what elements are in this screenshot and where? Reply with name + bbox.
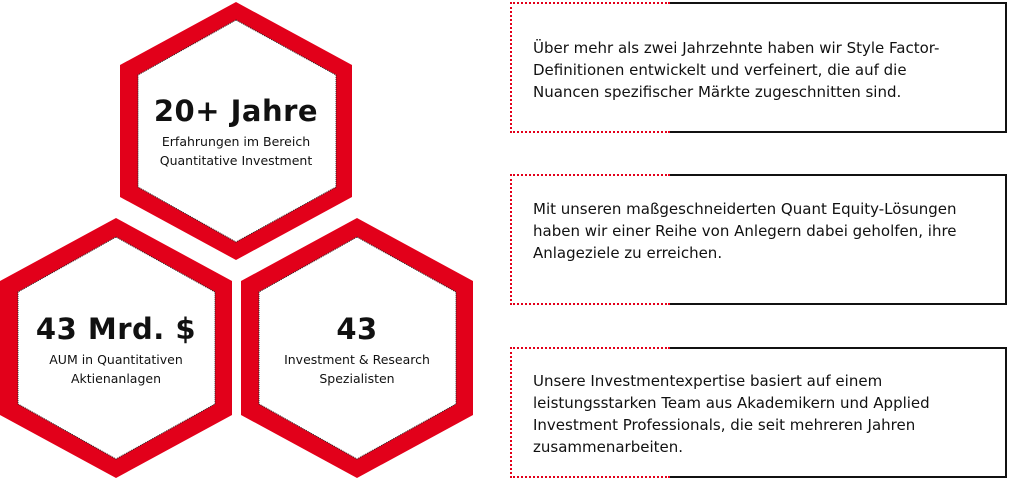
info-box-style-factors: Über mehr als zwei Jahrzehnte haben wir …	[510, 2, 1007, 133]
text-line: Mit unseren maßgeschneiderten Quant Equi…	[533, 200, 957, 218]
stat-label-line: Spezialisten	[319, 371, 395, 386]
stat-label: Investment & Research Spezialisten	[247, 350, 467, 388]
text-line: Über mehr als zwei Jahrzehnte haben wir …	[533, 39, 940, 57]
stat-label-line: Erfahrungen im Bereich	[161, 134, 311, 149]
text-line: haben wir einer Reihe von Anlegern dabei…	[533, 222, 957, 240]
hexagon-bottom-left	[0, 218, 232, 478]
text-line: Nuancen spezifischer Märkte zugeschnitte…	[533, 83, 902, 101]
info-box-text: Mit unseren maßgeschneiderten Quant Equi…	[533, 198, 985, 264]
text-line: Unsere Investmentexpertise basiert auf e…	[533, 372, 883, 390]
stat-label: Erfahrungen im Bereich Quantitative Inve…	[126, 132, 346, 170]
stat-aum: 43 Mrd. $ AUM in Quantitativen Aktienanl…	[6, 312, 226, 388]
stat-specialists: 43 Investment & Research Spezialisten	[247, 312, 467, 388]
text-line: zusammenarbeiten.	[533, 438, 684, 456]
stat-label-line: AUM in Quantitativen	[49, 352, 183, 367]
stat-label: AUM in Quantitativen Aktienanlagen	[6, 350, 226, 388]
info-box-text: Über mehr als zwei Jahrzehnte haben wir …	[533, 37, 985, 103]
info-box-team: Unsere Investmentexpertise basiert auf e…	[510, 347, 1007, 478]
hexagon-top	[120, 2, 352, 260]
text-line: Investment Professionals, die seit mehre…	[533, 416, 916, 434]
text-line: leistungsstarken Team aus Akademikern un…	[533, 394, 930, 412]
stat-value: 20+ Jahre	[153, 94, 319, 128]
hexagon-bottom-right	[241, 218, 473, 478]
stat-label-line: Investment & Research	[284, 352, 430, 367]
info-box-quant-equity: Mit unseren maßgeschneiderten Quant Equi…	[510, 174, 1007, 305]
info-box-text: Unsere Investmentexpertise basiert auf e…	[533, 370, 985, 458]
stat-experience: 20+ Jahre Erfahrungen im Bereich Quantit…	[126, 94, 346, 170]
stat-value: 43 Mrd. $	[35, 312, 197, 346]
text-line: Anlageziele zu erreichen.	[533, 244, 723, 262]
stat-value: 43	[336, 312, 378, 346]
stat-label-line: Quantitative Investment	[159, 153, 313, 168]
text-line: Definitionen entwickelt und verfeinert, …	[533, 61, 907, 79]
stat-label-line: Aktienanlagen	[70, 371, 162, 386]
